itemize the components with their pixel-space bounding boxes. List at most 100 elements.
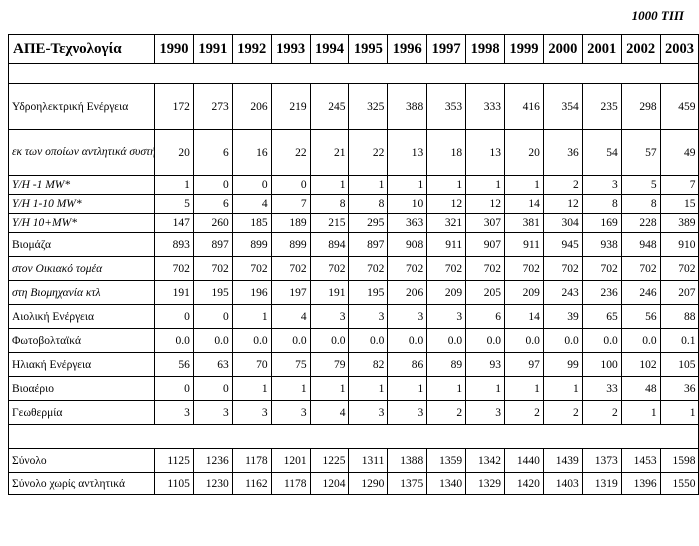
value-cell: 195 [348, 280, 389, 305]
value-cell: 948 [620, 232, 661, 257]
year-header: 1994 [309, 34, 350, 64]
value-cell: 12 [542, 194, 583, 214]
value-cell: 0.0 [309, 328, 350, 353]
value-cell: 8 [309, 194, 350, 214]
value-cell: 36 [542, 129, 583, 176]
value-cell: 1 [542, 376, 583, 401]
value-cell: 3 [309, 304, 350, 329]
value-cell: 8 [581, 194, 622, 214]
value-cell: 99 [542, 352, 583, 377]
value-cell: 897 [348, 232, 389, 257]
value-cell: 702 [659, 256, 699, 281]
year-header: 1999 [504, 34, 544, 64]
value-cell: 260 [192, 213, 233, 233]
value-cell: 6 [192, 129, 233, 176]
value-cell: 1420 [504, 472, 544, 495]
value-cell: 321 [426, 213, 467, 233]
header-label: ΑΠΕ-Τεχνολογία [8, 34, 155, 64]
value-cell: 219 [270, 83, 311, 130]
value-cell: 3 [581, 175, 622, 195]
value-cell: 1 [348, 175, 389, 195]
row-label: Φωτοβολταϊκά [8, 328, 155, 353]
table-row: Υδροηλεκτρική Ενέργεια 172 273 206 219 245 325… [8, 83, 699, 130]
value-cell: 1403 [542, 472, 583, 495]
value-cell: 702 [426, 256, 467, 281]
row-label: Βιοαέριο [8, 376, 155, 401]
value-cell: 295 [348, 213, 389, 233]
value-cell: 7 [659, 175, 699, 195]
year-header: 1998 [465, 34, 506, 64]
unit-label: 1000 ΤΙΠ [631, 8, 684, 23]
value-cell: 416 [504, 83, 544, 130]
value-cell: 0 [192, 304, 233, 329]
value-cell: 702 [154, 256, 194, 281]
value-cell: 21 [309, 129, 350, 176]
value-cell: 93 [465, 352, 506, 377]
value-cell: 89 [426, 352, 467, 377]
value-cell: 702 [542, 256, 583, 281]
value-cell: 246 [620, 280, 661, 305]
value-cell: 3 [387, 304, 428, 329]
value-cell: 907 [465, 232, 506, 257]
value-cell: 1 [465, 376, 506, 401]
value-cell: 1236 [192, 448, 233, 473]
value-cell: 4 [309, 400, 350, 425]
value-cell: 1 [309, 175, 350, 195]
value-cell: 1 [465, 175, 506, 195]
value-cell: 228 [620, 213, 661, 233]
value-cell: 1201 [270, 448, 311, 473]
value-cell: 56 [620, 304, 661, 329]
table-row: Ηλιακή Ενέργεια 56 63 70 75 79 82 86 89 93 97 99 100… [8, 352, 699, 377]
value-cell: 1359 [426, 448, 467, 473]
value-cell: 14 [504, 194, 544, 214]
value-cell: 3 [270, 400, 311, 425]
value-cell: 1230 [192, 472, 233, 495]
table-row: Φωτοβολταϊκά 0.0 0.0 0.0 0.0 0.0 0.0 0.0 0.0 0.0 0… [8, 328, 699, 353]
value-cell: 389 [659, 213, 699, 233]
value-cell: 6 [192, 194, 233, 214]
value-cell: 1 [270, 376, 311, 401]
value-cell: 191 [309, 280, 350, 305]
value-cell: 702 [231, 256, 272, 281]
value-cell: 205 [465, 280, 506, 305]
value-cell: 1550 [659, 472, 699, 495]
value-cell: 908 [387, 232, 428, 257]
value-cell: 702 [465, 256, 506, 281]
value-cell: 1162 [231, 472, 272, 495]
value-cell: 1342 [465, 448, 506, 473]
table-row: στον Οικιακό τομέα 702 702 702 702 702 702 702 7… [8, 256, 699, 281]
row-label: Βιομάζα [8, 232, 155, 257]
year-header: 1992 [231, 34, 272, 64]
value-cell: 325 [348, 83, 389, 130]
value-cell: 7 [270, 194, 311, 214]
value-cell: 185 [231, 213, 272, 233]
value-cell: 3 [387, 400, 428, 425]
value-cell: 945 [542, 232, 583, 257]
table-row: εκ των οποίων αντλητικά συστήματα2061622… [8, 129, 699, 176]
value-cell: 0.0 [542, 328, 583, 353]
year-header: 1997 [426, 34, 467, 64]
value-cell: 1 [231, 304, 272, 329]
table-row: Αιολική Ενέργεια 0 0 1 4 3 3 3 3 6 14 39 65 56 88 [8, 304, 699, 329]
value-cell: 49 [659, 129, 699, 176]
value-cell: 893 [154, 232, 194, 257]
value-cell: 702 [581, 256, 622, 281]
value-cell: 63 [192, 352, 233, 377]
value-cell: 235 [581, 83, 622, 130]
value-cell: 1375 [387, 472, 428, 495]
value-cell: 0.0 [192, 328, 233, 353]
row-label: Γεωθερμία [8, 400, 155, 425]
value-cell: 702 [387, 256, 428, 281]
spacer-row [8, 63, 699, 84]
value-cell: 273 [192, 83, 233, 130]
value-cell: 1440 [504, 448, 544, 473]
value-cell: 82 [348, 352, 389, 377]
value-cell: 169 [581, 213, 622, 233]
value-cell: 147 [154, 213, 194, 233]
value-cell: 5 [154, 194, 194, 214]
value-cell: 1 [387, 175, 428, 195]
value-cell: 298 [620, 83, 661, 130]
row-label: Σύνολο [8, 448, 155, 473]
value-cell: 3 [231, 400, 272, 425]
value-cell: 1 [504, 175, 544, 195]
